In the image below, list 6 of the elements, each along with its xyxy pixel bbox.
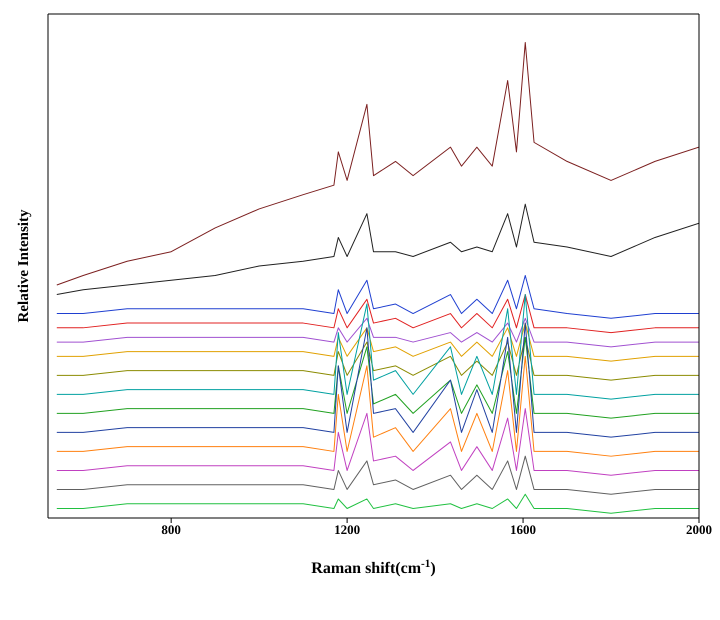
x-tick-label: 1200 bbox=[334, 522, 360, 538]
y-axis-title: Relative Intensity bbox=[16, 209, 32, 322]
x-axis-title: Raman shift(cm$^{-1}$) bbox=[311, 558, 436, 577]
x-tick-label: 1600 bbox=[510, 522, 536, 538]
x-tick-label: 2000 bbox=[686, 522, 712, 538]
x-tick-label: 800 bbox=[161, 522, 181, 538]
